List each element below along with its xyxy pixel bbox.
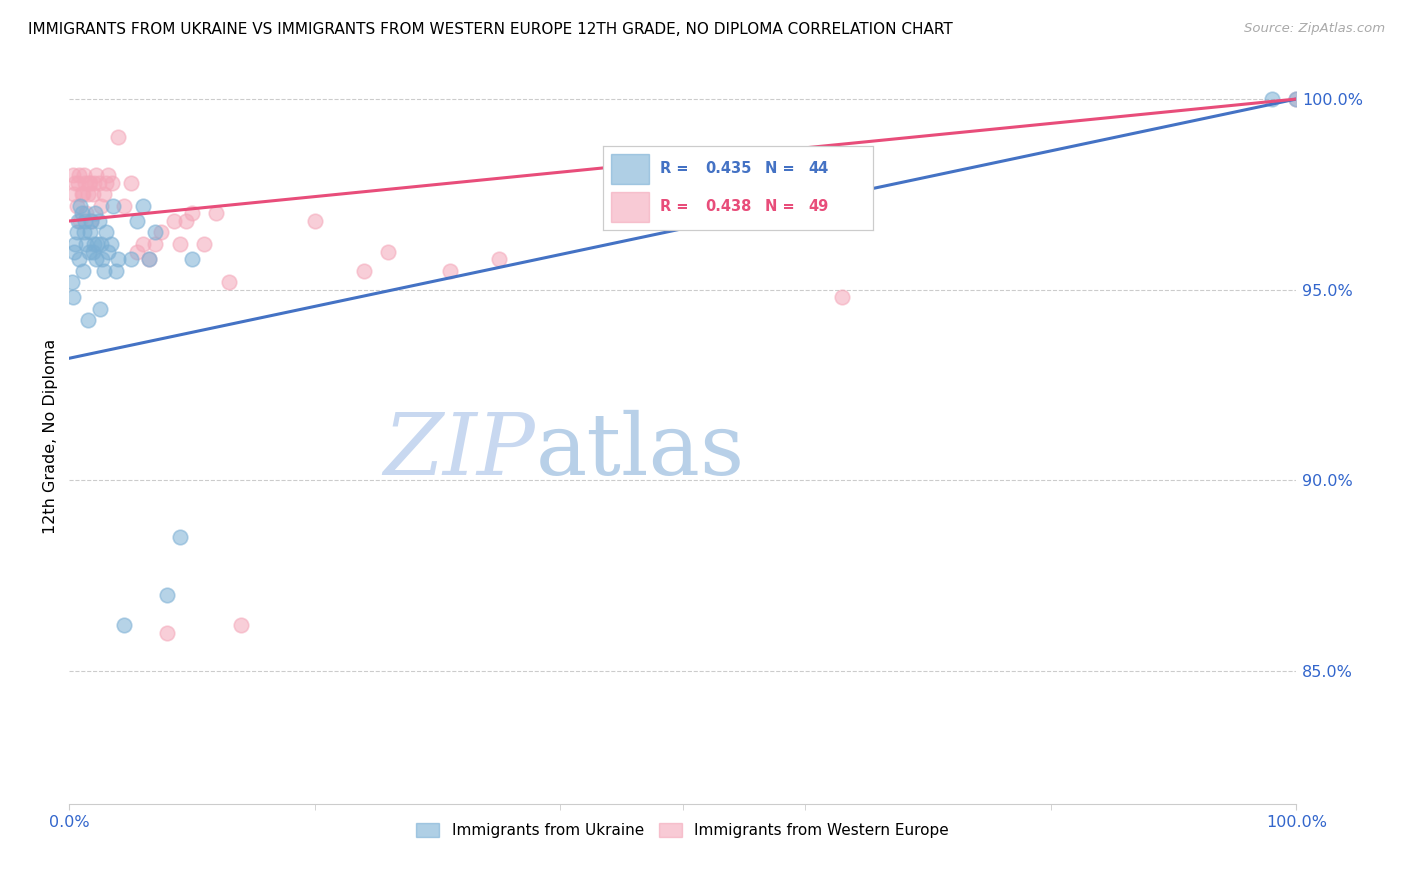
Point bbox=[65, 176, 87, 190]
Point bbox=[1285, 92, 1308, 106]
Point bbox=[304, 214, 326, 228]
Point bbox=[91, 252, 114, 267]
Point bbox=[1285, 92, 1308, 106]
Point bbox=[65, 199, 87, 213]
Point bbox=[377, 244, 399, 259]
Point bbox=[205, 206, 228, 220]
Point bbox=[94, 226, 117, 240]
Point bbox=[107, 130, 129, 145]
Y-axis label: 12th Grade, No Diploma: 12th Grade, No Diploma bbox=[44, 339, 58, 534]
Point bbox=[101, 176, 124, 190]
Point bbox=[156, 625, 179, 640]
Point bbox=[76, 187, 98, 202]
Point bbox=[120, 176, 142, 190]
Point bbox=[67, 252, 90, 267]
Point bbox=[439, 263, 461, 277]
Point bbox=[87, 176, 110, 190]
Point bbox=[75, 236, 97, 251]
Point bbox=[125, 244, 148, 259]
Point bbox=[100, 236, 122, 251]
Point bbox=[84, 252, 107, 267]
Point bbox=[1261, 92, 1284, 106]
Point bbox=[69, 199, 91, 213]
Point bbox=[66, 214, 89, 228]
Point bbox=[72, 187, 94, 202]
Point bbox=[89, 301, 111, 316]
Point bbox=[63, 244, 86, 259]
Point bbox=[114, 199, 136, 213]
Point bbox=[70, 187, 93, 202]
Point bbox=[79, 226, 101, 240]
Point bbox=[72, 263, 94, 277]
Point bbox=[84, 168, 107, 182]
Point bbox=[174, 214, 197, 228]
Text: IMMIGRANTS FROM UKRAINE VS IMMIGRANTS FROM WESTERN EUROPE 12TH GRADE, NO DIPLOMA: IMMIGRANTS FROM UKRAINE VS IMMIGRANTS FR… bbox=[28, 22, 953, 37]
Point bbox=[76, 313, 98, 327]
Point bbox=[107, 252, 129, 267]
Point bbox=[193, 236, 215, 251]
Point bbox=[86, 236, 108, 251]
Point bbox=[70, 206, 93, 220]
Point bbox=[63, 187, 86, 202]
Point bbox=[132, 236, 155, 251]
Point bbox=[84, 206, 107, 220]
Point bbox=[73, 168, 96, 182]
Point bbox=[97, 168, 120, 182]
Text: Source: ZipAtlas.com: Source: ZipAtlas.com bbox=[1244, 22, 1385, 36]
Point bbox=[138, 252, 160, 267]
Point bbox=[90, 199, 112, 213]
Point bbox=[831, 290, 853, 304]
Point bbox=[77, 176, 100, 190]
Point bbox=[93, 187, 115, 202]
Point bbox=[181, 252, 204, 267]
Point bbox=[77, 244, 100, 259]
Point bbox=[156, 588, 179, 602]
Point bbox=[62, 168, 84, 182]
Point bbox=[90, 236, 112, 251]
Point bbox=[97, 244, 120, 259]
Point bbox=[169, 236, 191, 251]
Point bbox=[82, 187, 104, 202]
Point bbox=[62, 290, 84, 304]
Point bbox=[73, 226, 96, 240]
Point bbox=[80, 214, 103, 228]
Point bbox=[169, 531, 191, 545]
Point bbox=[60, 275, 83, 289]
Point bbox=[229, 618, 252, 632]
Text: atlas: atlas bbox=[536, 409, 745, 492]
Point bbox=[143, 236, 166, 251]
Point bbox=[65, 236, 87, 251]
Point bbox=[103, 199, 125, 213]
Point bbox=[66, 176, 89, 190]
Point bbox=[132, 199, 155, 213]
Point bbox=[150, 226, 173, 240]
Point bbox=[75, 206, 97, 220]
Text: ZIP: ZIP bbox=[384, 409, 536, 492]
Point bbox=[120, 252, 142, 267]
Point bbox=[67, 168, 90, 182]
Point bbox=[162, 214, 184, 228]
Point bbox=[93, 263, 115, 277]
Point bbox=[488, 252, 510, 267]
Point bbox=[104, 263, 127, 277]
Point bbox=[82, 244, 104, 259]
Point bbox=[69, 214, 91, 228]
Point bbox=[80, 214, 103, 228]
Point bbox=[83, 176, 105, 190]
Legend: Immigrants from Ukraine, Immigrants from Western Europe: Immigrants from Ukraine, Immigrants from… bbox=[411, 817, 955, 845]
Point bbox=[75, 214, 97, 228]
Point bbox=[218, 275, 240, 289]
Point bbox=[83, 236, 105, 251]
Point bbox=[94, 176, 117, 190]
Point bbox=[353, 263, 375, 277]
Point bbox=[65, 226, 87, 240]
Point bbox=[138, 252, 160, 267]
Point bbox=[75, 176, 97, 190]
Point bbox=[181, 206, 204, 220]
Point bbox=[87, 214, 110, 228]
Point bbox=[114, 618, 136, 632]
Point bbox=[125, 214, 148, 228]
Point bbox=[143, 226, 166, 240]
Point bbox=[79, 176, 101, 190]
